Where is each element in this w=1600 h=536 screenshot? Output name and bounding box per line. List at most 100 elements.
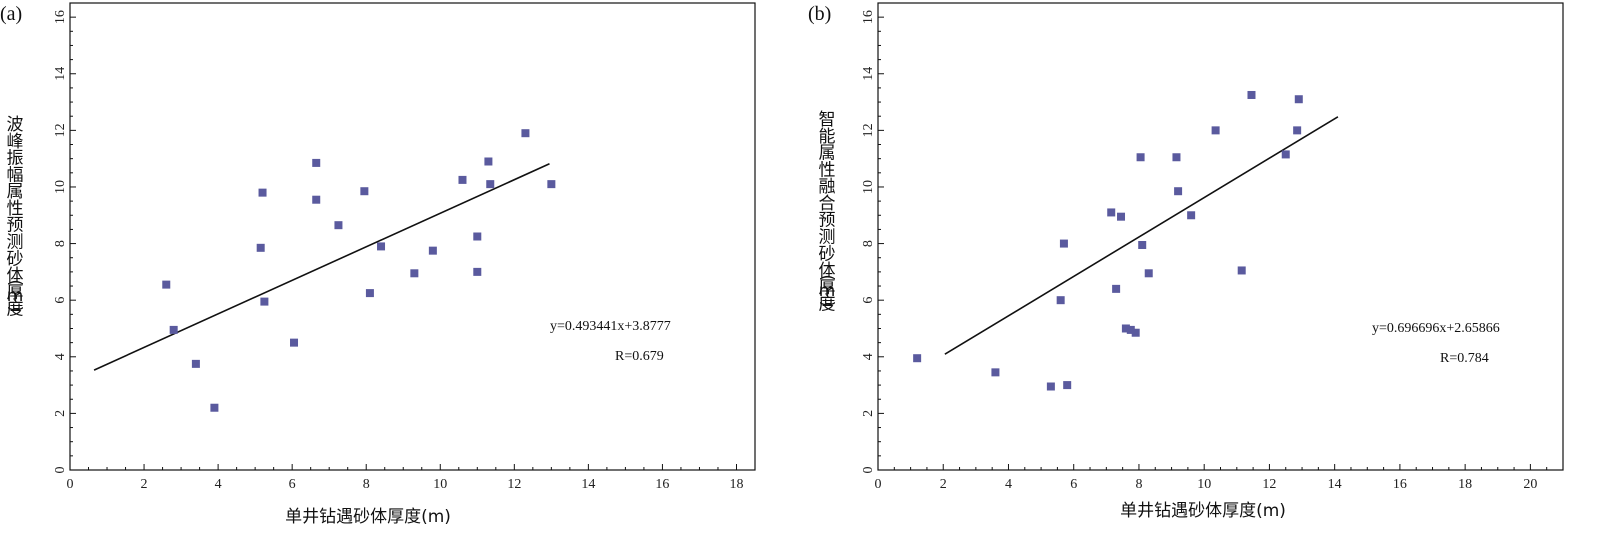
y-axis-title-char: 度 [819,295,836,315]
data-point [360,187,369,196]
data-point [1281,150,1290,159]
data-point [1294,95,1303,104]
data-point [191,359,200,368]
data-point [1237,266,1246,275]
data-point [1117,212,1126,221]
y-axis-title-char: 厚 [7,283,24,303]
data-point [1293,126,1302,135]
y-tick-label: 14 [861,67,876,81]
fit-line-b [944,116,1339,355]
y-axis-title-char: 属 [819,144,836,164]
y-axis-title-char: 体 [819,261,836,281]
tick-marks-a [69,2,756,471]
x-tick-label: 6 [1070,477,1077,492]
data-point [458,175,467,184]
panel-label-b: (b) [808,3,831,25]
data-point [1131,328,1140,337]
data-points-b [913,90,1303,391]
y-axis-title-char: 性 [819,160,836,180]
y-axis-title-char: 砂 [819,244,836,264]
fit-line-a [93,163,550,371]
data-point [256,243,265,252]
y-tick-labels-a: 0 2 4 6 8 10 12 14 16 [53,10,68,473]
y-axis-title-char: 体 [7,266,24,286]
data-point [1138,240,1147,249]
x-tick-labels-b: 0 2 4 6 8 10 12 14 16 18 20 [875,477,1538,492]
y-axis-title-char: 度 [7,300,24,320]
data-point [377,242,386,251]
data-point [162,280,171,289]
y-axis-title-char: 属 [7,182,24,202]
y-axis-title-char: m [819,281,836,301]
x-tick-label: 2 [940,477,947,492]
x-tick-label: 14 [1328,477,1342,492]
data-point [913,354,922,363]
x-tick-label: 12 [507,477,521,492]
data-point [258,188,267,197]
y-axis-title-char: 智 [819,110,836,130]
y-tick-label: 14 [53,67,68,81]
y-axis-title-char: 预 [7,216,24,236]
data-point [1107,208,1116,217]
y-axis-title-char: 峰 [7,132,24,152]
plot-frame-a [69,2,756,471]
x-tick-labels-a: 0 2 4 6 8 10 12 14 16 18 [67,477,744,492]
y-tick-label: 6 [861,297,876,304]
y-axis-title-char: ) [5,306,25,313]
chart-panel-b: (b) 单井钻遇砂体厚度(m) y=0.696696x+2.65866 R=0.… [808,2,1564,521]
data-point [1056,296,1065,305]
y-tick-label: 4 [53,353,68,360]
data-point [1247,90,1256,99]
x-tick-label: 10 [1197,477,1211,492]
y-tick-label: 0 [53,467,68,474]
y-axis-title-char: 砂 [7,249,24,269]
fit-equation-a: y=0.493441x+3.8777 [550,319,671,334]
x-tick-label: 12 [1262,477,1276,492]
x-tick-label: 16 [655,477,669,492]
data-point [365,289,374,298]
data-point [484,157,493,166]
y-tick-label: 2 [861,410,876,417]
data-point [1112,284,1121,293]
x-tick-label: 0 [67,477,74,492]
data-point [312,195,321,204]
x-tick-label: 18 [1458,477,1472,492]
data-point [1126,325,1135,334]
plot-frame-b [877,2,1564,471]
x-tick-label: 18 [729,477,743,492]
y-axis-title-char: 融 [819,177,836,197]
data-point [1136,153,1145,162]
y-axis-title-char: 幅 [7,165,24,185]
data-point [312,158,321,167]
y-axis-title-char: 测 [819,228,836,248]
tick-marks-b [877,2,1564,471]
y-tick-label: 4 [861,353,876,360]
data-point [547,180,556,189]
y-axis-title-char: 波 [7,115,24,135]
x-tick-label: 0 [875,477,882,492]
x-tick-label: 20 [1523,477,1537,492]
x-tick-label: 8 [1135,477,1142,492]
data-point [1172,153,1181,162]
y-tick-label: 10 [53,180,68,194]
x-tick-label: 6 [289,477,296,492]
x-tick-label: 10 [433,477,447,492]
y-axis-title-char: 测 [7,233,24,253]
data-point [1211,126,1220,135]
data-point [1121,324,1130,333]
y-axis-title-char: 能 [819,127,836,147]
y-tick-label: 10 [861,180,876,194]
x-tick-label: 4 [1005,477,1012,492]
data-point [260,297,269,306]
y-tick-labels-b: 0 2 4 6 8 10 12 14 16 [861,10,876,473]
y-tick-label: 2 [53,410,68,417]
y-tick-label: 12 [53,123,68,137]
panel-label-a: (a) [0,3,22,25]
y-axis-title-char: ( [5,279,25,286]
data-point [1174,187,1183,196]
data-point [210,403,219,412]
y-axis-title-char: ) [817,301,837,308]
data-point [486,180,495,189]
